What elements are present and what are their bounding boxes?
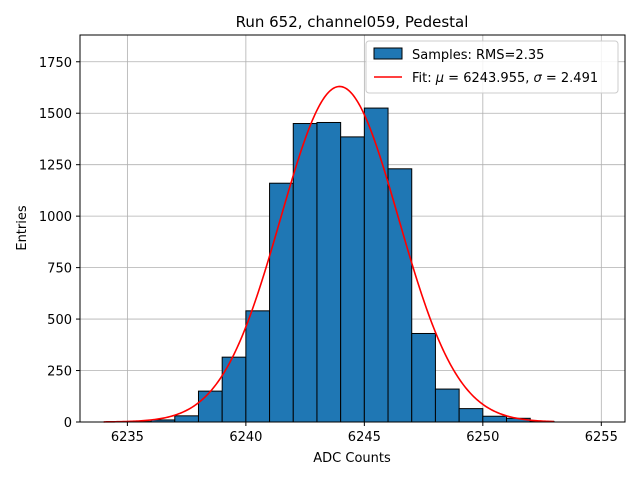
histogram-bar xyxy=(458,408,484,423)
histogram-bar xyxy=(482,415,508,423)
x-tick-label: 6255 xyxy=(585,430,618,445)
fit-curve-group xyxy=(103,85,554,423)
x-tick-label: 6235 xyxy=(111,430,144,445)
histogram-bar xyxy=(363,107,389,423)
y-tick-label: 1500 xyxy=(39,107,72,122)
histogram-bar xyxy=(269,182,294,423)
y-axis-label: Entries xyxy=(15,205,30,251)
x-tick-label: 6240 xyxy=(229,430,262,445)
x-tick-label: 6250 xyxy=(466,430,499,445)
legend-swatch-samples xyxy=(373,47,403,60)
legend: Samples: RMS=2.35 Fit: μ = 6243.955, σ =… xyxy=(365,40,619,94)
histogram-bar xyxy=(434,388,460,423)
histogram-bar xyxy=(245,310,271,423)
histogram-bar xyxy=(174,415,199,423)
y-tick-label: 750 xyxy=(47,262,72,277)
x-axis-label: ADC Counts xyxy=(313,451,391,466)
histogram-bar xyxy=(292,123,318,423)
y-tick-label: 0 xyxy=(64,416,72,431)
y-tick-label: 1000 xyxy=(39,210,72,225)
histogram-bar xyxy=(411,332,436,423)
y-tick-label: 1750 xyxy=(39,56,72,71)
x-tick-label: 6245 xyxy=(348,430,381,445)
x-axis-ticks: 6235 6240 6245 6250 6255 xyxy=(111,422,618,445)
y-axis-ticks: 0 250 500 750 1000 1250 1500 1750 xyxy=(39,56,80,431)
plot-frame xyxy=(79,34,626,423)
histogram-bar xyxy=(340,136,365,423)
histogram-bar xyxy=(316,121,342,423)
histogram-bar xyxy=(221,356,247,423)
histogram-bar xyxy=(387,168,413,423)
histogram-bar xyxy=(197,390,223,423)
y-tick-label: 500 xyxy=(47,313,72,328)
legend-box xyxy=(365,40,619,94)
y-tick-label: 1250 xyxy=(39,159,72,174)
fit-curve xyxy=(103,85,554,423)
legend-label-fit: Fit: μ = 6243.955, σ = 2.491 xyxy=(412,71,598,86)
y-tick-label: 250 xyxy=(47,365,72,380)
chart-title: Run 652, channel059, Pedestal xyxy=(236,13,469,31)
legend-label-samples: Samples: RMS=2.35 xyxy=(412,48,544,63)
